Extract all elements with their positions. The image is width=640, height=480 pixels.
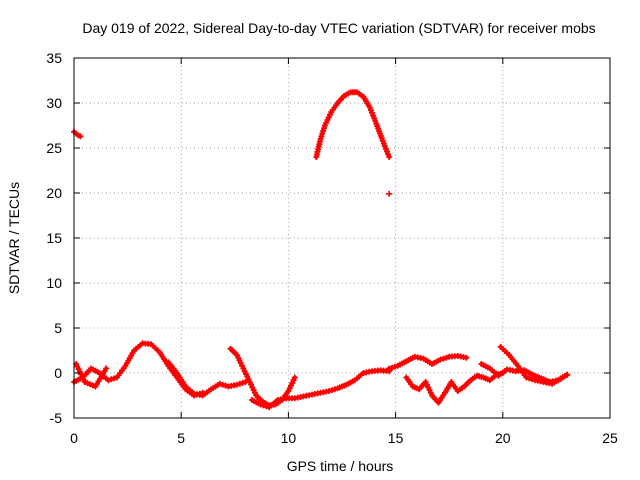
data-point bbox=[526, 375, 533, 382]
data-point bbox=[463, 354, 470, 361]
data-point bbox=[291, 374, 298, 381]
chart-title: Day 019 of 2022, Sidereal Day-to-day VTE… bbox=[82, 20, 595, 36]
y-tick-label: 30 bbox=[46, 95, 62, 111]
data-point bbox=[443, 354, 450, 361]
y-tick-label: 5 bbox=[54, 320, 62, 336]
series-low-arc-2 bbox=[73, 361, 110, 390]
data-point bbox=[437, 356, 444, 363]
x-tick-label: 5 bbox=[177, 430, 185, 446]
data-point bbox=[440, 355, 447, 362]
y-tick-label: 0 bbox=[54, 365, 62, 381]
x-axis-label: GPS time / hours bbox=[287, 458, 394, 474]
grid-lines bbox=[74, 58, 610, 418]
series-low-arc-5 bbox=[248, 367, 393, 411]
x-tick-label: 25 bbox=[602, 430, 618, 446]
data-point bbox=[523, 374, 530, 381]
x-tick-label: 15 bbox=[388, 430, 404, 446]
data-point bbox=[263, 403, 270, 410]
data-point bbox=[219, 381, 226, 388]
data-point bbox=[222, 382, 229, 389]
data-point bbox=[391, 363, 398, 370]
series-low-arc-7 bbox=[403, 370, 506, 406]
data-point bbox=[564, 371, 571, 378]
series-low-arc-3 bbox=[165, 359, 249, 399]
y-tick-label: -5 bbox=[50, 410, 63, 426]
axis-ticks: 0 5 10 15 20 25 -5 0 5 10 15 20 25 30 35 bbox=[46, 50, 618, 446]
data-point bbox=[216, 380, 223, 387]
y-tick-label: 20 bbox=[46, 185, 62, 201]
data-point bbox=[386, 190, 393, 197]
data-point bbox=[257, 401, 264, 408]
data-point bbox=[105, 377, 112, 384]
series-outlier bbox=[386, 190, 393, 197]
y-tick-label: 25 bbox=[46, 140, 62, 156]
data-point bbox=[108, 376, 115, 383]
series-high-arc bbox=[313, 89, 393, 160]
data-point bbox=[239, 379, 246, 386]
data-point bbox=[386, 365, 393, 372]
x-tick-label: 0 bbox=[70, 430, 78, 446]
data-point bbox=[326, 388, 333, 394]
x-tick-label: 10 bbox=[281, 430, 297, 446]
data-point bbox=[236, 380, 243, 387]
series-low-arc-6 bbox=[386, 352, 470, 372]
data-point bbox=[389, 364, 396, 371]
y-axis-label: SDTVAR / TECUs bbox=[6, 182, 22, 294]
data-point bbox=[111, 375, 118, 382]
data-point bbox=[386, 154, 393, 160]
series-low-arc-9 bbox=[478, 361, 571, 385]
y-tick-label: 35 bbox=[46, 50, 62, 66]
y-tick-label: 15 bbox=[46, 230, 62, 246]
data-point bbox=[77, 133, 84, 140]
data-point bbox=[103, 365, 110, 372]
data-point bbox=[233, 381, 240, 388]
x-tick-label: 20 bbox=[495, 430, 511, 446]
y-tick-label: 10 bbox=[46, 275, 62, 291]
series-early-arc bbox=[71, 128, 84, 140]
data-point bbox=[260, 402, 267, 409]
data-point bbox=[328, 387, 335, 394]
data-point bbox=[331, 386, 338, 393]
